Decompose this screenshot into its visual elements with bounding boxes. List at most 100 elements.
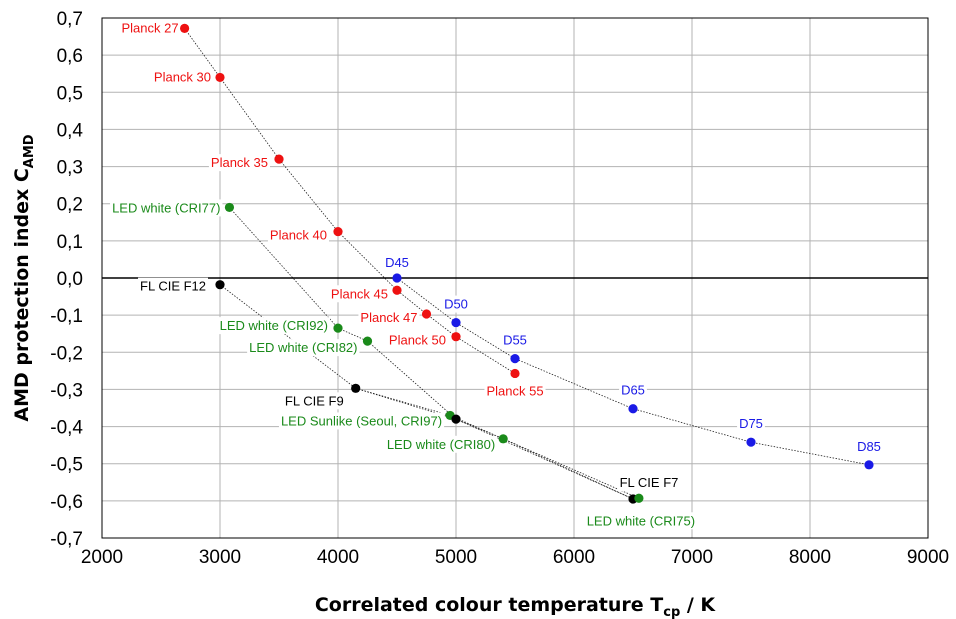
data-point-fl-cie-f9 xyxy=(351,383,361,393)
data-point-d50 xyxy=(451,317,461,328)
data-point-fl-cie-f12 xyxy=(215,280,225,290)
data-point-led-white-cri92 xyxy=(333,323,343,333)
point-label-background xyxy=(442,295,470,313)
point-label-fl-cie-f7: FL CIE F7 xyxy=(620,475,679,490)
y-tick-label: -0,4 xyxy=(50,418,83,439)
point-label-planck-35: Planck 35 xyxy=(211,155,268,170)
data-point-planck-50 xyxy=(451,332,461,342)
x-tick-label: 7000 xyxy=(671,547,713,568)
point-label-background xyxy=(110,199,223,217)
point-label-background xyxy=(584,512,698,530)
y-tick-label: 0,2 xyxy=(57,195,83,216)
point-label-led-white-cri82: LED white (CRI82) xyxy=(249,340,357,355)
y-tick-label: 0,4 xyxy=(57,120,84,141)
data-points xyxy=(180,23,874,504)
point-label-background xyxy=(617,474,681,491)
y-tick-label: -0,5 xyxy=(50,455,83,476)
y-tick-label: -0,7 xyxy=(50,529,83,550)
x-axis-title-subscript: cp xyxy=(663,605,680,619)
x-tick-labels: 2000 3000 4000 5000 6000 7000 8000 9000 xyxy=(81,547,949,568)
y-tick-label: 0,5 xyxy=(57,83,83,104)
y-axis-title-subscript: AMD xyxy=(22,134,37,168)
plot-frame xyxy=(101,17,929,539)
data-point-planck-30 xyxy=(215,72,225,83)
point-label-background xyxy=(358,309,420,327)
data-point-planck-45 xyxy=(392,285,402,295)
point-label-planck-40: Planck 40 xyxy=(270,228,327,243)
data-point-led-white-cri82 xyxy=(362,336,373,346)
f9-branch-curve xyxy=(355,387,640,499)
point-label-background xyxy=(119,19,181,37)
data-point-extra xyxy=(451,414,461,424)
x-tick-label: 5000 xyxy=(435,547,477,568)
daylight-trend-curve xyxy=(396,277,870,466)
point-label-planck-27: Planck 27 xyxy=(122,20,179,35)
point-label-background xyxy=(151,68,213,86)
point-label-led-sunlike-seoul-cri97: LED Sunlike (Seoul, CRI97) xyxy=(281,413,442,428)
point-label-led-white-cri75: LED white (CRI75) xyxy=(587,513,695,528)
data-point-led-white-cri75 xyxy=(634,493,644,503)
data-point-planck-40 xyxy=(333,226,343,237)
point-label-d45: D45 xyxy=(385,255,409,270)
point-label-background xyxy=(619,381,647,399)
point-label-planck-50: Planck 50 xyxy=(389,333,446,348)
point-label-led-white-cri80: LED white (CRI80) xyxy=(387,437,495,452)
point-label-led-white-cri77: LED white (CRI77) xyxy=(112,200,220,215)
y-tick-label: -0,2 xyxy=(50,343,83,364)
x-tick-label: 4000 xyxy=(317,547,359,568)
point-label-background xyxy=(501,331,529,349)
point-label-background xyxy=(384,435,498,453)
x-tick-label: 3000 xyxy=(199,547,241,568)
y-tick-label: -0,6 xyxy=(50,492,83,513)
point-label-fl-cie-f12: FL CIE F12 xyxy=(140,279,206,294)
x-tick-label: 9000 xyxy=(907,547,949,568)
point-label-fl-cie-f9: FL CIE F9 xyxy=(285,393,344,408)
y-tick-label: 0,1 xyxy=(57,232,83,253)
data-point-planck-35 xyxy=(274,154,284,164)
data-point-d75 xyxy=(746,437,756,447)
data-point-d65 xyxy=(628,404,638,414)
point-label-background xyxy=(737,415,765,433)
point-label-background xyxy=(208,154,270,172)
data-point-led-white-cri80 xyxy=(498,434,508,444)
x-axis-title: Correlated colour temperature Tcp / K xyxy=(315,594,717,619)
y-axis-title: AMD protection index CAMD xyxy=(11,134,37,421)
point-label-background xyxy=(383,254,411,271)
data-point-led-white-cri77 xyxy=(224,202,235,213)
point-label-background xyxy=(855,437,883,455)
y-tick-label: -0,1 xyxy=(50,306,83,327)
data-point-planck-55 xyxy=(510,368,520,379)
y-tick-label: 0,6 xyxy=(57,46,83,67)
y-tick-label: 0,3 xyxy=(57,158,83,179)
y-tick-label: -0,3 xyxy=(50,380,83,401)
data-point-planck-47 xyxy=(421,309,432,319)
point-label-d65: D65 xyxy=(621,383,645,398)
point-label-background xyxy=(267,226,329,244)
f12-to-f7-curve xyxy=(219,284,634,500)
x-axis-title-suffix: / K xyxy=(680,594,716,616)
point-label-background xyxy=(247,339,360,357)
point-labels: Planck 27 Planck 30 Planck 35 Planck 40 Plan… xyxy=(110,19,883,530)
point-label-planck-55: Planck 55 xyxy=(486,383,543,398)
point-label-planck-30: Planck 30 xyxy=(154,69,211,84)
point-label-background xyxy=(217,317,330,335)
x-tick-label: 8000 xyxy=(789,547,831,568)
x-tick-label: 2000 xyxy=(81,547,123,568)
data-point-d55 xyxy=(510,354,520,364)
point-label-background xyxy=(328,285,390,303)
point-label-planck-45: Planck 45 xyxy=(331,286,388,301)
point-label-planck-47: Planck 47 xyxy=(360,310,417,325)
x-tick-label: 6000 xyxy=(553,547,595,568)
point-label-d55: D55 xyxy=(503,333,527,348)
y-tick-label: 0,7 xyxy=(57,9,83,30)
cri77-branch-curve xyxy=(229,207,634,500)
point-label-background xyxy=(484,382,546,400)
point-label-d85: D85 xyxy=(857,439,881,454)
point-label-d50: D50 xyxy=(444,297,468,312)
point-label-d75: D75 xyxy=(739,416,763,431)
point-label-background xyxy=(278,412,445,430)
data-point-d85 xyxy=(864,460,874,470)
point-label-led-white-cri92: LED white (CRI92) xyxy=(220,318,328,333)
